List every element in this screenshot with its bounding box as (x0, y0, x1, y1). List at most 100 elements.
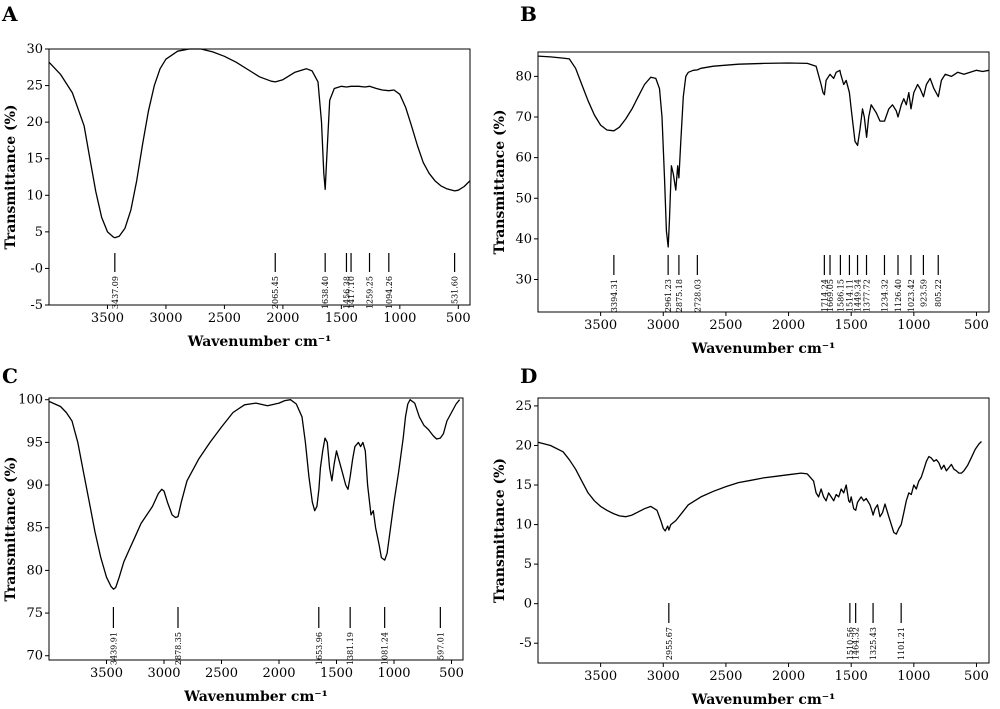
peak-label: 2065.45 (271, 276, 280, 309)
peak-label: 3437.09 (111, 276, 120, 309)
y-tick-label: 80 (26, 563, 43, 578)
x-tick-label: 3500 (91, 311, 124, 326)
x-tick-label: 2500 (205, 666, 238, 681)
peak-label: 3439.91 (109, 632, 118, 665)
peak-label: 2955.67 (665, 627, 674, 660)
y-tick-label: 25 (26, 79, 43, 94)
y-tick-label: -0 (30, 261, 43, 276)
x-tick-label: 3500 (90, 666, 123, 681)
x-tick-label: 2000 (772, 669, 805, 684)
peak-label: 1101.21 (897, 627, 906, 660)
spectrum-line (48, 48, 471, 239)
peak-label: 1510.56 (846, 627, 855, 660)
x-tick-label: 2500 (208, 311, 241, 326)
y-tick-label: 20 (515, 438, 532, 453)
x-tick-label: 1000 (897, 318, 930, 333)
peak-label: 2878.35 (174, 632, 183, 665)
x-tick-label: 1000 (383, 311, 416, 326)
y-tick-label: 10 (515, 518, 532, 533)
y-tick-label: 20 (26, 115, 43, 130)
peak-label: 1377.72 (863, 279, 872, 312)
y-tick-label: 5 (524, 557, 532, 572)
x-tick-label: 1000 (897, 669, 930, 684)
y-tick-label: -5 (30, 298, 43, 313)
peak-label: 1234.32 (880, 279, 889, 312)
spectrum-line (537, 55, 990, 248)
x-tick-label: 500 (964, 318, 989, 333)
x-tick-label: 2500 (709, 318, 742, 333)
y-tick-label: 75 (26, 606, 43, 621)
plot-frame (48, 397, 464, 661)
x-tick-label: 3000 (647, 318, 680, 333)
peak-label: 1638.40 (321, 276, 330, 309)
peak-label: 1586.15 (836, 279, 845, 312)
y-tick-label: -5 (519, 636, 532, 651)
peak-label: 1456.38 (342, 276, 351, 309)
panel-letter: B (520, 2, 537, 26)
x-tick-label: 3000 (147, 666, 180, 681)
panel-letter: D (520, 364, 537, 388)
y-tick-label: 95 (26, 435, 43, 450)
x-axis-title: Wavenumber cm⁻¹ (691, 692, 836, 708)
x-tick-label: 3000 (647, 669, 680, 684)
y-tick-label: 0 (524, 597, 532, 612)
y-tick-label: 15 (515, 478, 532, 493)
x-tick-label: 1500 (835, 318, 868, 333)
peak-label: 1023.42 (907, 279, 916, 312)
peak-label: 1653.96 (315, 632, 324, 665)
peak-label: 1381.19 (346, 632, 355, 665)
x-tick-label: 3000 (149, 311, 182, 326)
y-axis-title: Transmittance (%) (3, 104, 19, 249)
x-tick-label: 2000 (262, 666, 295, 681)
x-axis-title: Wavenumber cm⁻¹ (187, 334, 332, 350)
y-tick-label: 5 (35, 225, 43, 240)
peak-label: 2728.03 (693, 279, 702, 312)
x-tick-label: 1000 (377, 666, 410, 681)
x-tick-label: 2000 (772, 318, 805, 333)
y-tick-label: 60 (515, 151, 532, 166)
y-axis-title: Transmittance (%) (492, 109, 508, 254)
peak-label: 1514.11 (845, 279, 854, 312)
x-tick-label: 3500 (584, 318, 617, 333)
peak-label: 3394.31 (610, 279, 619, 312)
y-tick-label: 90 (26, 478, 43, 493)
peak-label: 1325.43 (869, 627, 878, 660)
peak-label: 1126.40 (894, 279, 903, 312)
peak-label: 1714.24 (820, 279, 829, 312)
x-tick-label: 1500 (320, 666, 353, 681)
y-tick-label: 50 (515, 191, 532, 206)
y-tick-label: 10 (26, 188, 43, 203)
x-axis-title: Wavenumber cm⁻¹ (691, 341, 836, 357)
plot-frame (48, 48, 471, 306)
peak-label: 1417.10 (347, 276, 356, 309)
panel-b: B 30 40 50 60 70 80 3500 3000 2500 2000 1500 1000 500… (492, 2, 990, 357)
y-tick-label: 30 (26, 42, 43, 57)
x-axis-title: Wavenumber cm⁻¹ (183, 689, 328, 705)
x-tick-label: 500 (964, 669, 989, 684)
x-tick-label: 2500 (709, 669, 742, 684)
x-tick-label: 3500 (584, 669, 617, 684)
peak-label: 805.22 (934, 279, 943, 307)
peak-label: 531.60 (451, 276, 460, 304)
y-tick-label: 70 (26, 649, 43, 664)
spectrum-line (537, 441, 982, 535)
x-tick-label: 500 (446, 311, 471, 326)
peak-label: 1464.32 (852, 627, 861, 660)
spectrum-line (48, 399, 461, 590)
peak-label: 1259.25 (366, 276, 375, 309)
peak-label: 1081.24 (381, 632, 390, 665)
x-tick-label: 500 (439, 666, 464, 681)
y-tick-label: 85 (26, 521, 43, 536)
y-axis-title: Transmittance (%) (492, 458, 508, 603)
panel-d: D -5 0 5 10 15 20 25 3500 3000 2500 2000 1500 1000 500… (492, 364, 990, 708)
y-tick-label: 25 (515, 399, 532, 414)
plot-frame (537, 51, 990, 313)
panel-a: A -5 -0 5 10 15 20 25 30 3500 3000 2500 2000 1500 1000… (1, 2, 471, 350)
panel-letter: C (2, 364, 18, 388)
plot-frame (537, 397, 990, 664)
y-tick-label: 40 (515, 232, 532, 247)
peak-label: 2875.18 (675, 279, 684, 312)
peak-label: 1094.26 (385, 276, 394, 309)
